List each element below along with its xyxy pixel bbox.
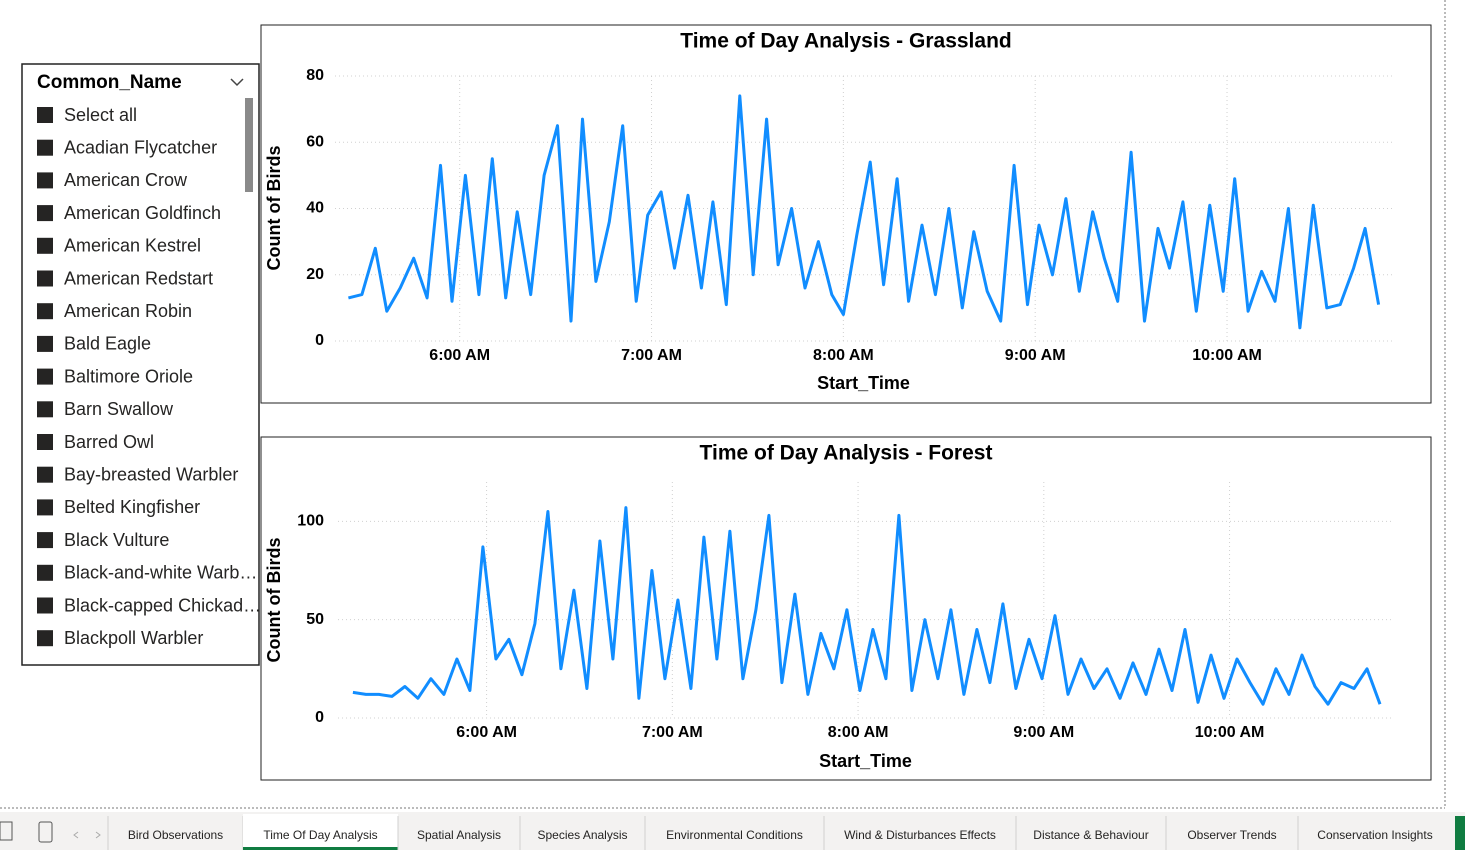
- slicer-item[interactable]: Barn Swallow: [64, 399, 174, 419]
- slicer-item[interactable]: Select all: [64, 105, 137, 125]
- mobile-icon[interactable]: [38, 821, 53, 843]
- checkbox[interactable]: [37, 335, 53, 352]
- active-underline: [243, 847, 398, 850]
- tab[interactable]: Conservation Insights: [1317, 828, 1432, 842]
- slicer-chevron[interactable]: [230, 78, 244, 87]
- slicer-item[interactable]: American Crow: [64, 170, 188, 190]
- chart-frame: [260, 436, 1432, 781]
- y-tick-label: 100: [297, 513, 324, 530]
- slicer-item[interactable]: Acadian Flycatcher: [64, 137, 217, 157]
- y-tick-label: 80: [306, 67, 324, 84]
- slicer-item[interactable]: Bay-breasted Warbler: [64, 464, 238, 484]
- checkbox[interactable]: [37, 368, 53, 385]
- tab[interactable]: Species Analysis: [537, 828, 627, 842]
- y-tick-label: 0: [315, 332, 324, 349]
- data-line: [352, 506, 1382, 706]
- data-line: [348, 94, 1381, 330]
- chart-title: Time of Day Analysis - Grassland: [680, 30, 1011, 53]
- slicer-item[interactable]: American Robin: [64, 301, 192, 321]
- chart-frame: [260, 24, 1432, 404]
- x-tick-label: 8:00 AM: [813, 347, 874, 364]
- checkbox[interactable]: [37, 597, 53, 614]
- checkbox[interactable]: [37, 139, 53, 156]
- x-tick-label: 6:00 AM: [456, 724, 517, 741]
- active-tab: [243, 814, 398, 850]
- checkbox[interactable]: [37, 466, 53, 483]
- tab[interactable]: Bird Observations: [128, 828, 223, 842]
- x-tick-label: 7:00 AM: [642, 724, 703, 741]
- y-tick-label: 50: [306, 611, 324, 628]
- tab-nav[interactable]: [73, 831, 101, 839]
- checkbox[interactable]: [37, 630, 53, 647]
- scrollbar[interactable]: [245, 98, 253, 192]
- checkbox[interactable]: [37, 172, 53, 189]
- y-axis-label: Count of Birds: [264, 146, 284, 271]
- slicer-item[interactable]: Barred Owl: [64, 432, 154, 452]
- checkbox[interactable]: [37, 532, 53, 549]
- slicer-item[interactable]: American Kestrel: [64, 236, 201, 256]
- x-tick-label: 10:00 AM: [1192, 347, 1262, 364]
- slicer-item[interactable]: Blackpoll Warbler: [64, 628, 203, 648]
- tab[interactable]: Wind & Disturbances Effects: [844, 828, 996, 842]
- x-tick-label: 9:00 AM: [1005, 347, 1066, 364]
- y-tick-label: 40: [306, 200, 324, 217]
- add-tab[interactable]: [1455, 816, 1465, 850]
- x-tick-label: 8:00 AM: [828, 724, 889, 741]
- slicer-item[interactable]: American Goldfinch: [64, 203, 221, 223]
- checkbox[interactable]: [37, 205, 53, 222]
- checkbox[interactable]: [37, 499, 53, 516]
- checkbox[interactable]: [37, 434, 53, 450]
- checkbox[interactable]: [37, 237, 53, 254]
- tab[interactable]: Distance & Behaviour: [1033, 828, 1148, 842]
- slicer-item[interactable]: Black-capped Chickad…: [64, 595, 261, 615]
- y-tick-label: 0: [315, 709, 324, 726]
- tab[interactable]: Environmental Conditions: [666, 828, 803, 842]
- checkbox[interactable]: [37, 564, 53, 581]
- x-tick-label: 7:00 AM: [621, 347, 682, 364]
- slicer-item[interactable]: Baltimore Oriole: [64, 366, 193, 386]
- checkbox[interactable]: [37, 303, 53, 320]
- slicer: [21, 63, 260, 666]
- tab[interactable]: Spatial Analysis: [417, 828, 501, 842]
- slicer-header: Common_Name: [37, 72, 182, 93]
- slicer-item[interactable]: American Redstart: [64, 268, 213, 288]
- slicer-item[interactable]: Bald Eagle: [64, 334, 151, 354]
- slicer-item[interactable]: Black Vulture: [64, 530, 169, 550]
- tab[interactable]: Time Of Day Analysis: [263, 828, 377, 842]
- checkbox[interactable]: [37, 270, 53, 287]
- checkbox[interactable]: [37, 107, 53, 123]
- x-axis-label: Start_Time: [817, 373, 910, 393]
- x-tick-label: 10:00 AM: [1195, 724, 1265, 741]
- chart-title: Time of Day Analysis - Forest: [700, 442, 993, 465]
- desktop-icon[interactable]: [0, 821, 13, 841]
- y-tick-label: 60: [306, 133, 324, 150]
- x-tick-label: 9:00 AM: [1013, 724, 1074, 741]
- x-tick-label: 6:00 AM: [429, 347, 490, 364]
- y-axis-label: Count of Birds: [264, 538, 284, 663]
- slicer-item[interactable]: Black-and-white Warb…: [64, 563, 257, 583]
- x-axis-label: Start_Time: [819, 751, 912, 771]
- y-tick-label: 20: [306, 266, 324, 283]
- slicer-item[interactable]: Belted Kingfisher: [64, 497, 200, 517]
- tab[interactable]: Observer Trends: [1187, 828, 1276, 842]
- checkbox[interactable]: [37, 401, 53, 418]
